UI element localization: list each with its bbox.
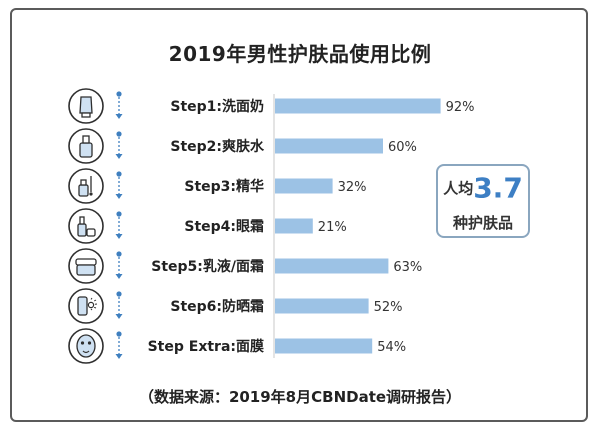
step-connector [115,131,123,159]
callout-suffix: 种护肤品 [452,214,513,232]
category-label: Step3:精华 [184,178,264,195]
bar [275,138,383,154]
step-connector [115,331,123,359]
category-label: Step Extra:面膜 [148,338,264,355]
value-label: 63% [393,260,422,275]
bar [275,258,389,274]
toner-bottle-icon [68,128,104,164]
category-label: Step6:防晒霜 [170,298,264,315]
bar [275,338,373,354]
cream-jar-icon [68,248,104,284]
value-label: 92% [446,100,475,115]
average-callout: 人均3.7 种护肤品 [436,164,530,238]
value-label: 52% [374,300,403,315]
step-connector [115,211,123,239]
bar [275,178,333,194]
sunscreen-icon [68,288,104,324]
step-connector [115,171,123,199]
chart-title: 2019年男性护肤品使用比例 [168,42,432,66]
callout-prefix: 人均 [443,179,474,198]
value-label: 32% [338,180,367,195]
bar [275,298,369,314]
face-mask-icon [68,328,104,364]
category-label: Step2:爽肤水 [170,138,265,155]
source-note: （数据来源：2019年8月CBNDate调研报告） [138,388,462,406]
bar [275,218,313,234]
bar [275,98,441,114]
step-connector [115,91,123,119]
cleanser-tube-icon [68,88,104,124]
eye-cream-icon [68,208,104,244]
value-label: 21% [318,220,347,235]
category-label: Step4:眼霜 [184,218,264,235]
value-label: 60% [388,140,417,155]
step-connector [115,291,123,319]
category-label: Step5:乳液/面霜 [151,258,264,275]
serum-dropper-icon [68,168,104,204]
category-label: Step1:洗面奶 [170,98,264,115]
value-label: 54% [377,340,406,355]
step-connector [115,251,123,279]
callout-value: 3.7 [473,171,523,205]
